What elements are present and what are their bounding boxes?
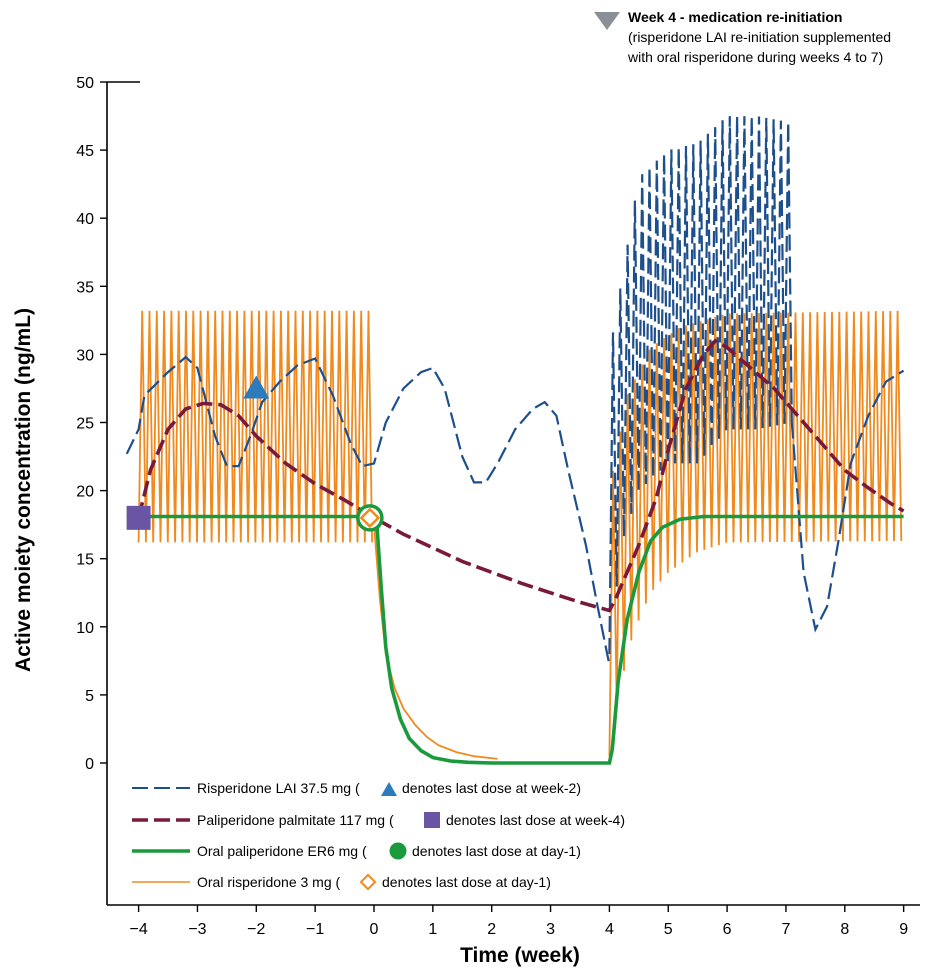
x-tick-label: 9 — [899, 921, 908, 938]
marker-paliperidone-palmitate-last-dose — [126, 505, 151, 530]
x-tick-label: 7 — [781, 921, 790, 938]
legend-entry-paliperidone-palmitate: Paliperidone palmitate 117 mg ( denotes … — [132, 812, 625, 828]
circle-icon — [389, 842, 407, 860]
plot-area — [125, 116, 905, 765]
annotation: Week 4 - medication re-initiation (rispe… — [594, 9, 891, 65]
x-tick-label: 2 — [487, 921, 496, 938]
y-tick-label: 45 — [76, 143, 94, 160]
y-tick-label: 15 — [76, 552, 94, 569]
marker-oral-risperidone-last-dose — [359, 507, 381, 529]
legend-label-risperidone-lai: Risperidone LAI 37.5 mg ( — [197, 780, 360, 796]
x-tick-label: −1 — [306, 921, 324, 938]
square-icon — [424, 812, 440, 828]
diamond-icon — [359, 873, 377, 891]
triangle-icon — [381, 782, 397, 796]
series-oral-risperidone-oscillation-1 — [137, 310, 373, 543]
y-tick-label: 5 — [85, 688, 94, 705]
x-tick-label: 0 — [370, 921, 379, 938]
x-axis-title: Time (week) — [460, 944, 580, 967]
y-axis-title: Active moiety concentration (ng/mL) — [12, 308, 35, 672]
x-tick-label: 5 — [664, 921, 673, 938]
x-tick-label: −3 — [188, 921, 206, 938]
series-oral-risperidone-oscillation-2 — [608, 310, 903, 757]
y-ticks: 0 5 10 15 20 25 30 35 40 45 50 — [76, 75, 107, 773]
series-risperidone-lai — [125, 355, 611, 666]
series-paliperidone-palmitate — [136, 338, 905, 613]
y-tick-label: 50 — [76, 75, 94, 92]
y-tick-label: 20 — [76, 484, 94, 501]
annotation-marker — [594, 12, 620, 30]
legend-entry-oral-paliperidone: Oral paliperidone ER6 mg ( denotes last … — [132, 842, 581, 860]
series-oral-paliperidone — [126, 514, 904, 765]
annotation-line-1: (risperidone LAI re-initiation supplemen… — [628, 29, 891, 45]
legend-label-paliperidone-palmitate: Paliperidone palmitate 117 mg ( — [197, 812, 394, 828]
x-tick-label: 1 — [428, 921, 437, 938]
x-tick-label: 8 — [840, 921, 849, 938]
y-tick-label: 30 — [76, 347, 94, 364]
legend-note-oral-paliperidone: denotes last dose at day-1) — [412, 843, 581, 859]
legend-note-oral-risperidone: denotes last dose at day-1) — [382, 874, 551, 890]
x-tick-label: 4 — [605, 921, 614, 938]
legend-entry-risperidone-lai: Risperidone LAI 37.5 mg ( denotes last d… — [132, 780, 581, 796]
legend-note-paliperidone-palmitate: denotes last dose at week-4) — [446, 812, 625, 828]
y-tick-label: 35 — [76, 279, 94, 296]
series-risperidone-lai-oscillation — [608, 116, 793, 655]
x-ticks: −4 −3 −2 −1 0 1 2 3 4 5 6 7 8 9 — [129, 905, 908, 938]
y-tick-label: 25 — [76, 416, 94, 433]
x-tick-label: 6 — [723, 921, 732, 938]
x-tick-label: −2 — [247, 921, 265, 938]
marker-risperidone-lai-last-dose — [243, 375, 270, 399]
legend: Risperidone LAI 37.5 mg ( denotes last d… — [132, 780, 625, 891]
annotation-line-2: with oral risperidone during weeks 4 to … — [627, 49, 883, 65]
series-risperidone-lai-tail — [790, 369, 905, 633]
x-tick-label: −4 — [129, 921, 147, 938]
x-tick-label: 3 — [546, 921, 555, 938]
legend-label-oral-risperidone: Oral risperidone 3 mg ( — [197, 874, 341, 890]
y-tick-label: 10 — [76, 620, 94, 637]
legend-note-risperidone-lai: denotes last dose at week-2) — [402, 780, 581, 796]
y-tick-label: 40 — [76, 211, 94, 228]
series-oral-risperidone-decay — [373, 524, 498, 760]
annotation-title: Week 4 - medication re-initiation — [628, 9, 842, 25]
legend-label-oral-paliperidone: Oral paliperidone ER6 mg ( — [197, 843, 367, 859]
legend-entry-oral-risperidone: Oral risperidone 3 mg ( denotes last dos… — [132, 873, 551, 891]
y-tick-label: 0 — [85, 756, 94, 773]
series-markers — [126, 375, 384, 532]
